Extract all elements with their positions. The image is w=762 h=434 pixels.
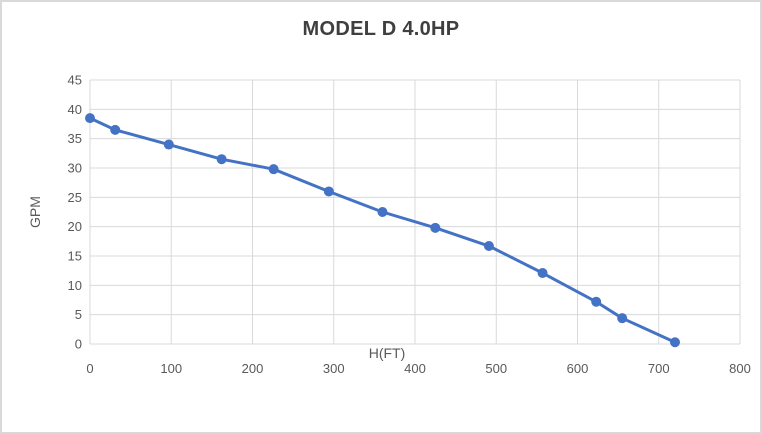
x-tick-label: 0 <box>86 361 93 376</box>
data-point-marker <box>377 207 388 217</box>
x-tick-label: 200 <box>242 361 264 376</box>
x-tick-label: 400 <box>404 361 426 376</box>
x-tick-label: 300 <box>323 361 345 376</box>
data-point-marker <box>323 186 334 197</box>
y-tick-label: 15 <box>68 249 82 264</box>
data-point-marker <box>110 124 121 135</box>
y-tick-label: 40 <box>68 102 82 117</box>
y-tick-label: 5 <box>75 307 82 322</box>
x-tick-label: 800 <box>729 361 751 376</box>
y-tick-label: 35 <box>68 131 82 146</box>
y-tick-label: 30 <box>68 161 82 176</box>
data-point-marker <box>216 154 227 165</box>
data-point-marker <box>591 296 602 307</box>
data-point-marker <box>483 241 494 252</box>
data-point-marker <box>430 222 441 233</box>
data-series <box>85 113 680 348</box>
chart-title: MODEL D 4.0HP <box>302 18 460 40</box>
tick-labels: 0 100 200 300 400 500 600 700 800 0 5 10 15 20 25 30 35 4… <box>68 73 751 377</box>
data-point-marker <box>85 113 95 124</box>
x-tick-label: 100 <box>160 361 182 376</box>
gridlines <box>89 79 741 345</box>
data-point-marker <box>537 268 548 279</box>
x-axis-title: H(FT) <box>369 345 406 361</box>
y-axis-title: GPM <box>27 196 43 228</box>
data-point-marker <box>617 313 628 324</box>
x-tick-label: 700 <box>648 361 670 376</box>
x-tick-label: 500 <box>485 361 507 376</box>
series-line <box>88 116 677 344</box>
data-point-marker <box>163 139 174 150</box>
x-tick-label: 600 <box>567 361 589 376</box>
y-tick-label: 0 <box>75 337 82 352</box>
y-tick-label: 25 <box>68 190 82 205</box>
data-point-marker <box>670 337 680 348</box>
y-tick-label: 10 <box>68 278 82 293</box>
y-tick-label: 20 <box>68 219 82 234</box>
y-tick-label: 45 <box>68 73 82 88</box>
data-point-marker <box>268 164 279 175</box>
